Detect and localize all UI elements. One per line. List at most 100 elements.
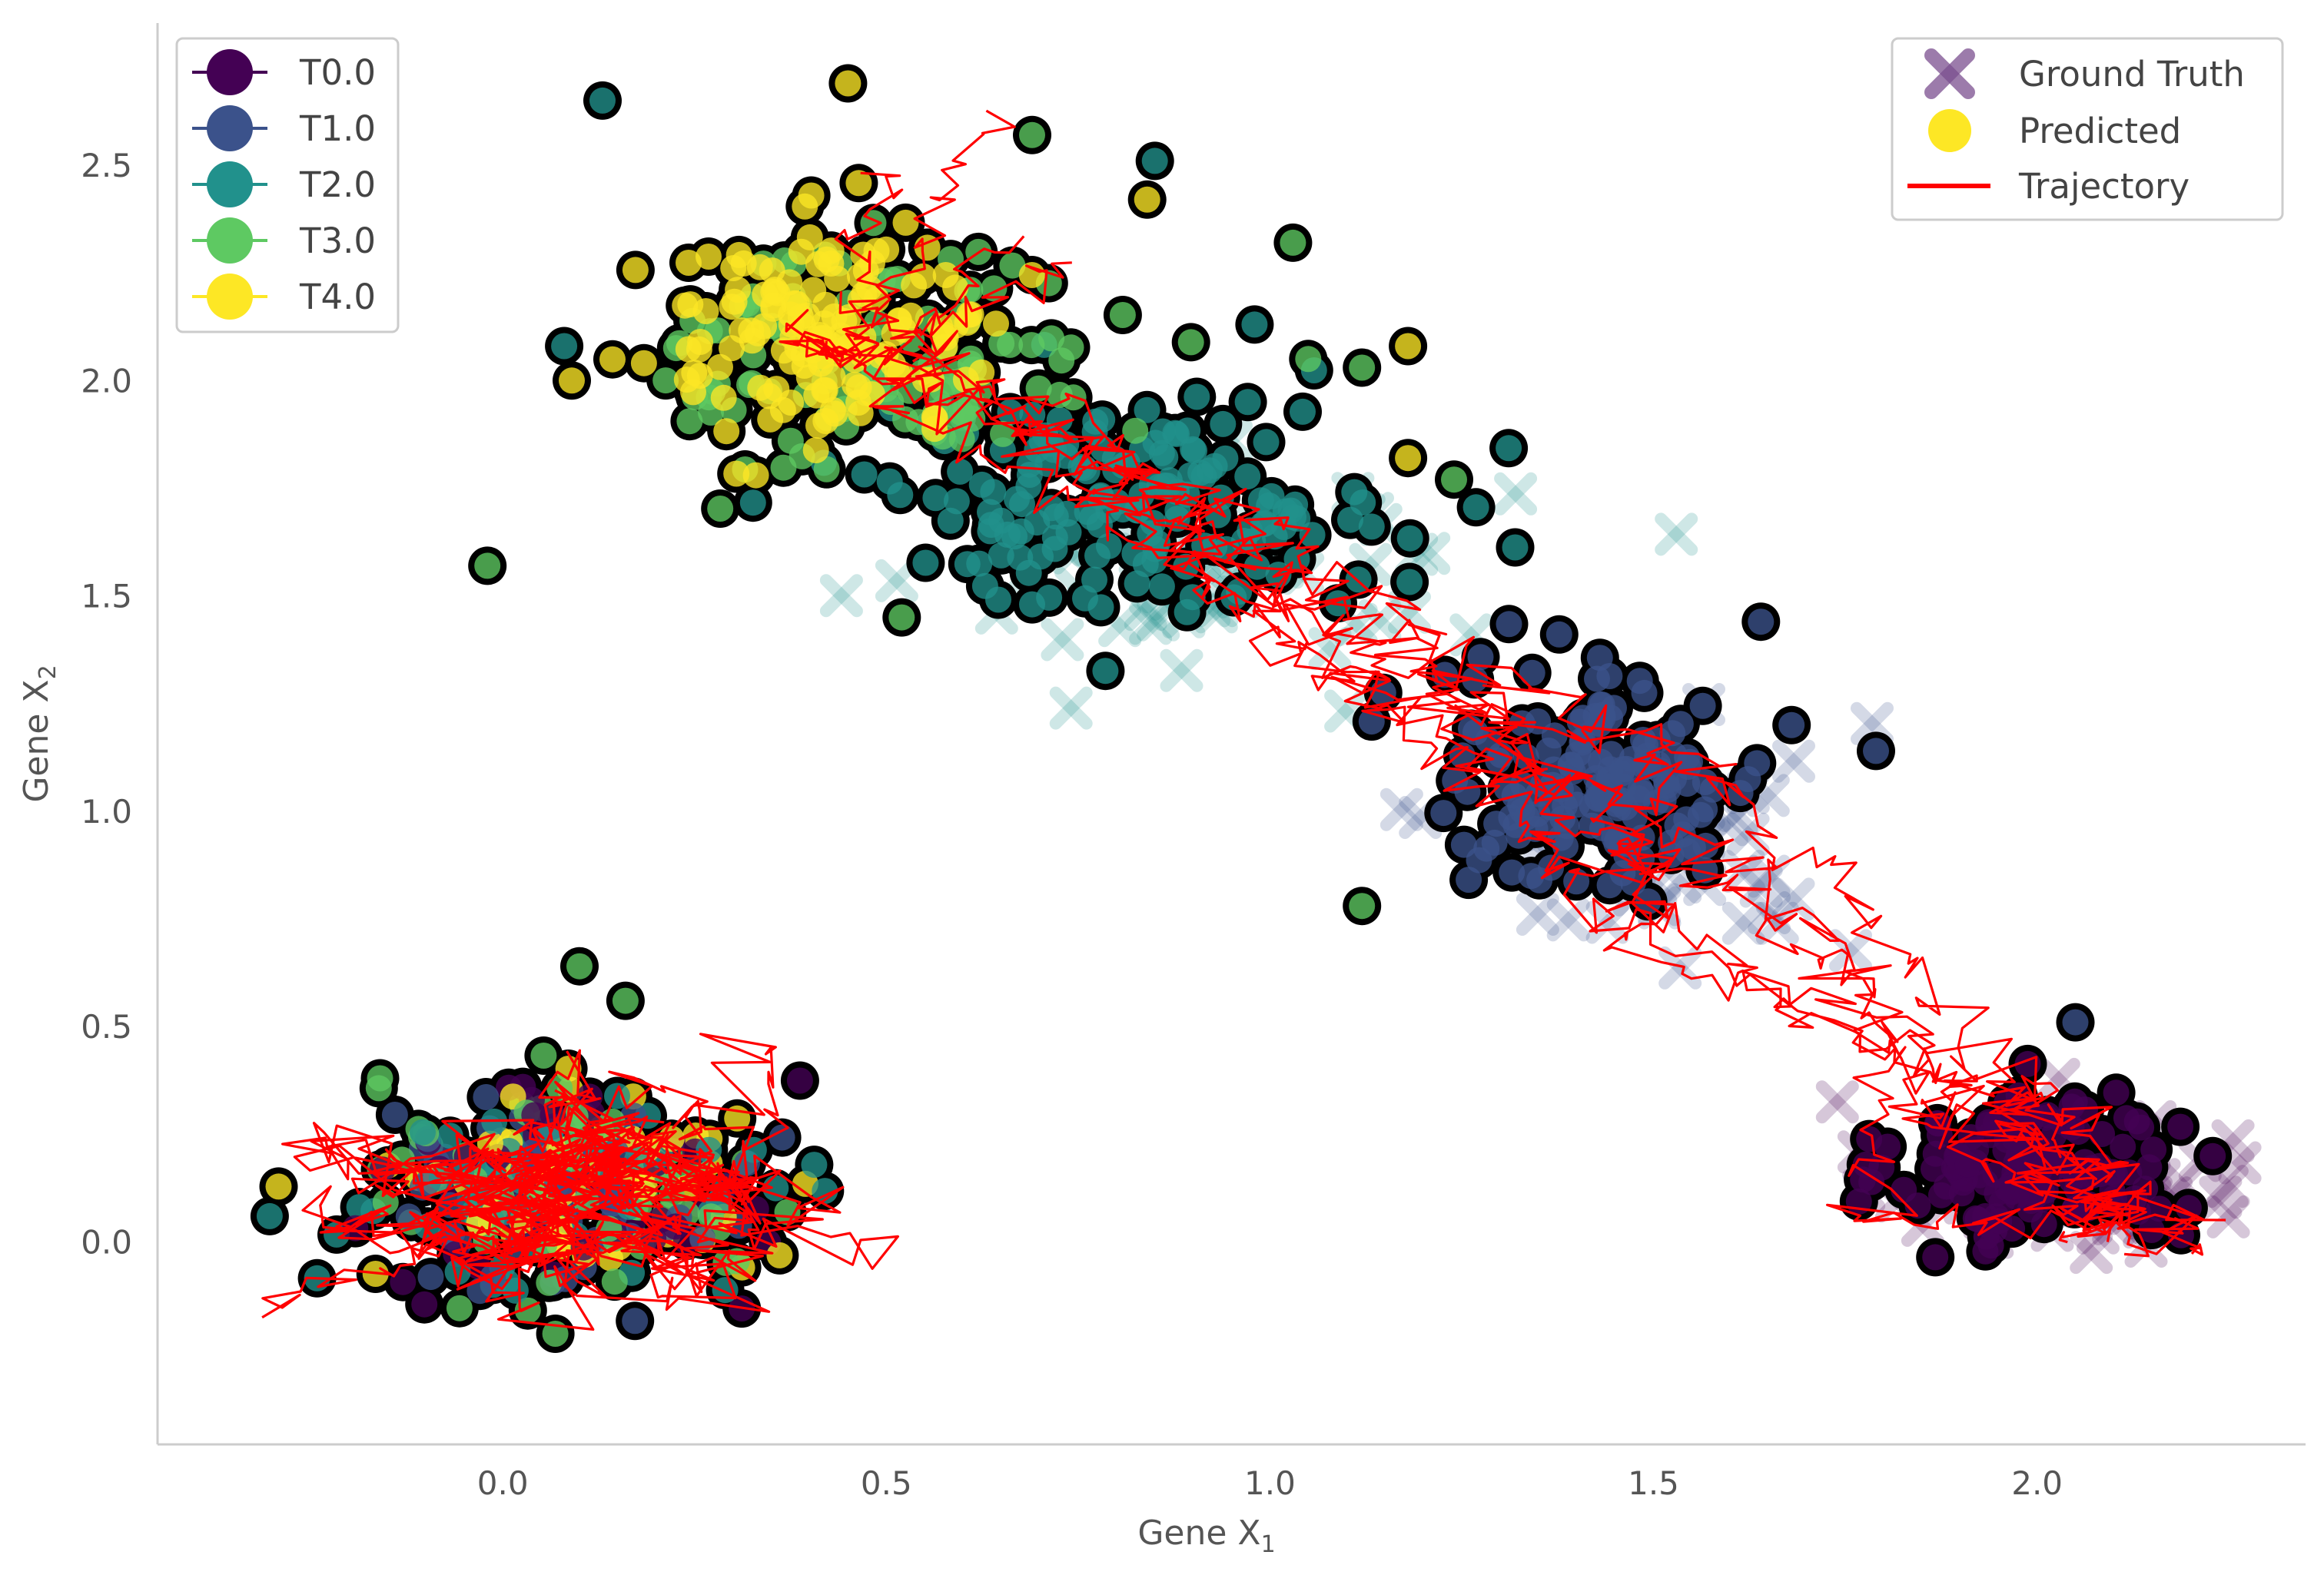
ground-truth-point bbox=[1041, 618, 1084, 662]
predicted-point bbox=[1122, 417, 1149, 444]
ground-truth-x-b bbox=[1129, 602, 1173, 645]
predicted-point bbox=[2103, 1079, 2130, 1106]
ground-truth-x-b bbox=[1098, 604, 1142, 648]
time-legend-label: T0.0 bbox=[299, 52, 376, 93]
trajectory-line bbox=[838, 261, 1072, 369]
predicted-point bbox=[947, 458, 974, 485]
predicted-point bbox=[1048, 347, 1075, 374]
ground-truth-x-a bbox=[1349, 542, 1393, 586]
ground-truth-x-a bbox=[1379, 788, 1423, 831]
trajectory-line bbox=[886, 339, 2093, 1244]
ground-truth-x-b bbox=[1655, 512, 1698, 556]
ground-truth-x-b bbox=[1379, 788, 1423, 831]
predicted-point bbox=[760, 292, 787, 319]
predicted-point bbox=[390, 1268, 417, 1295]
predicted-point bbox=[1502, 534, 1529, 561]
predicted-point bbox=[2058, 1093, 2085, 1120]
predicted-point bbox=[1009, 491, 1035, 518]
predicted-point bbox=[770, 454, 797, 481]
ground-truth-x-a bbox=[819, 574, 863, 618]
ground-truth-x-a bbox=[1585, 900, 1629, 944]
ground-truth-point bbox=[1388, 590, 1431, 634]
ground-truth-point bbox=[2206, 1195, 2250, 1238]
trajectory-line bbox=[423, 1033, 789, 1331]
predicted-point bbox=[367, 1065, 393, 1092]
ground-truth-x-b bbox=[875, 559, 918, 602]
y-tick-label: 2.5 bbox=[81, 147, 132, 184]
y-tick-label: 2.0 bbox=[81, 362, 132, 400]
predicted-point bbox=[1395, 445, 1422, 472]
predicted-point bbox=[1496, 611, 1522, 638]
ground-truth-x-a bbox=[2070, 1231, 2113, 1275]
predicted-point bbox=[988, 542, 1014, 569]
predicted-point bbox=[1210, 410, 1237, 437]
predicted-point bbox=[1699, 776, 1726, 803]
ground-truth-x-b bbox=[1721, 901, 1765, 945]
ground-truth-x-b bbox=[1815, 1080, 1859, 1124]
predicted-point bbox=[1586, 645, 1613, 671]
time-legend-items: T0.0 T1.0 T2.0 T3.0 T4.0 bbox=[192, 49, 376, 320]
predicted-point bbox=[1341, 479, 1368, 506]
ground-truth-x-a bbox=[1049, 686, 1093, 730]
predicted-point bbox=[1674, 771, 1701, 797]
predicted-point bbox=[1177, 329, 1204, 356]
predicted-point bbox=[1046, 406, 1073, 433]
marker-legend-frame bbox=[1891, 37, 2284, 221]
ground-truth-point bbox=[1129, 602, 1173, 645]
predicted-point bbox=[824, 265, 851, 292]
predicted-point bbox=[1396, 525, 1423, 552]
predicted-point bbox=[786, 1067, 813, 1094]
ground-truth-x-a bbox=[1546, 898, 1590, 942]
predicted-point bbox=[888, 604, 915, 631]
predicted-point bbox=[673, 366, 700, 393]
predicted-point bbox=[1349, 893, 1376, 920]
predicted-point bbox=[1922, 1244, 1949, 1271]
time-legend-label: T4.0 bbox=[299, 277, 376, 317]
ground-truth-point bbox=[1379, 788, 1423, 831]
predicted-point bbox=[1349, 354, 1376, 381]
ground-truth-x-a bbox=[1772, 739, 1815, 783]
ground-truth-point bbox=[2070, 1231, 2113, 1275]
predicted-point bbox=[1856, 1126, 1883, 1152]
ground-truth-point bbox=[1655, 512, 1698, 556]
x-axis-label: Gene X1 bbox=[1137, 1514, 1275, 1558]
predicted-point bbox=[601, 1268, 628, 1295]
x-tick-label: 2.0 bbox=[2011, 1464, 2063, 1502]
predicted-point bbox=[1597, 756, 1624, 783]
predicted-point bbox=[1036, 584, 1063, 611]
predicted-point bbox=[2110, 1133, 2136, 1160]
predicted-point bbox=[922, 485, 949, 512]
predicted-point bbox=[474, 552, 501, 579]
predicted-point bbox=[1467, 644, 1494, 671]
predicted-point bbox=[819, 363, 846, 390]
ground-truth-x-a bbox=[875, 559, 918, 602]
ground-truth-x-b bbox=[1851, 701, 1894, 745]
predicted-point bbox=[821, 303, 848, 330]
ground-truth-point bbox=[1721, 901, 1765, 945]
ground-truth-x-a bbox=[1494, 472, 1538, 516]
predicted-point bbox=[739, 327, 765, 354]
x-axis-label-text: Gene X bbox=[1137, 1514, 1260, 1553]
ground-truth-x-a bbox=[1399, 796, 1443, 839]
predicted-point bbox=[1850, 1166, 1877, 1193]
predicted-point bbox=[723, 460, 750, 487]
predicted-point bbox=[1778, 711, 1805, 738]
predicted-point bbox=[873, 236, 900, 263]
predicted-point bbox=[792, 193, 818, 220]
predicted-point bbox=[675, 336, 702, 363]
predicted-point bbox=[1038, 325, 1065, 352]
ground-truth-x-a bbox=[1358, 599, 1402, 642]
tick-labels: 0.0 0.5 1.0 1.5 2.0 0.0 0.5 1.0 1.5 2.0 2.5 bbox=[81, 147, 2063, 1502]
predicted-point bbox=[912, 549, 939, 576]
predicted-point bbox=[1462, 494, 1489, 521]
ground-truth-x-b bbox=[1160, 648, 1204, 692]
ground-truth-point bbox=[1308, 627, 1352, 671]
ground-truth-point bbox=[1160, 648, 1204, 692]
predicted-point bbox=[1046, 381, 1073, 408]
predicted-point bbox=[1499, 859, 1526, 886]
ground-truth-x-b bbox=[1829, 929, 1872, 973]
legend-predicted-label: Predicted bbox=[2019, 111, 2181, 151]
marker-legend: Ground Truth Predicted Trajectory bbox=[1891, 37, 2284, 221]
predicted-point bbox=[1481, 829, 1508, 856]
